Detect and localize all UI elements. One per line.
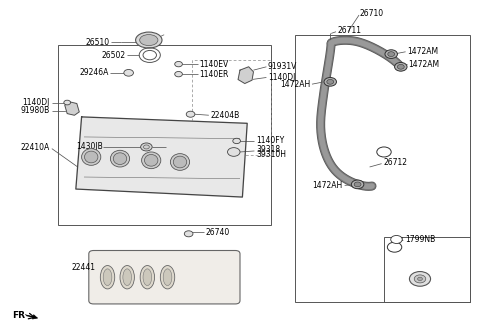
Circle shape — [184, 231, 193, 237]
Circle shape — [141, 143, 152, 151]
Bar — [295, 35, 470, 302]
Text: 22441: 22441 — [72, 264, 96, 272]
Text: 26710: 26710 — [359, 9, 383, 18]
Text: 1472AH: 1472AH — [280, 80, 310, 89]
Bar — [384, 237, 470, 302]
Text: 1472AH: 1472AH — [312, 181, 343, 190]
Ellipse shape — [170, 154, 190, 170]
Text: 26712: 26712 — [383, 159, 407, 167]
Text: 1472AM: 1472AM — [408, 60, 440, 68]
Circle shape — [324, 77, 336, 86]
Text: 22410A: 22410A — [21, 143, 50, 152]
Circle shape — [397, 64, 404, 69]
Circle shape — [124, 69, 133, 76]
Text: 91931V: 91931V — [268, 62, 297, 71]
Text: 26502: 26502 — [102, 51, 126, 59]
Polygon shape — [76, 117, 247, 197]
Text: 39318: 39318 — [256, 145, 280, 154]
Circle shape — [175, 61, 182, 67]
Circle shape — [388, 52, 395, 56]
Circle shape — [64, 100, 71, 105]
Text: 1140DJ: 1140DJ — [23, 98, 50, 107]
Circle shape — [354, 182, 361, 187]
Circle shape — [409, 272, 431, 286]
Circle shape — [414, 275, 426, 283]
Text: 26711: 26711 — [337, 26, 361, 34]
Circle shape — [418, 277, 422, 281]
Circle shape — [186, 111, 195, 117]
Circle shape — [391, 235, 402, 243]
Text: 39310H: 39310H — [256, 150, 286, 159]
Circle shape — [351, 180, 364, 189]
Polygon shape — [65, 102, 79, 115]
Text: 1472AM: 1472AM — [407, 47, 438, 56]
Ellipse shape — [140, 35, 158, 46]
Ellipse shape — [113, 153, 127, 165]
Ellipse shape — [142, 152, 161, 169]
Ellipse shape — [136, 32, 162, 48]
Circle shape — [385, 50, 397, 58]
Text: 1140ER: 1140ER — [200, 70, 229, 78]
Text: 1140DJ: 1140DJ — [268, 73, 295, 82]
FancyBboxPatch shape — [89, 250, 240, 304]
Circle shape — [233, 138, 240, 144]
Text: 26510: 26510 — [85, 38, 109, 46]
Ellipse shape — [100, 266, 115, 289]
Circle shape — [327, 79, 334, 84]
Text: 1: 1 — [382, 149, 386, 155]
Circle shape — [395, 62, 407, 71]
Polygon shape — [238, 67, 253, 84]
Ellipse shape — [173, 156, 187, 168]
Ellipse shape — [84, 151, 98, 163]
Text: 22404B: 22404B — [210, 111, 240, 120]
Ellipse shape — [160, 266, 175, 289]
Ellipse shape — [103, 269, 112, 286]
Ellipse shape — [144, 154, 158, 166]
Ellipse shape — [123, 269, 132, 286]
Text: FR: FR — [12, 311, 25, 320]
Text: 1140FY: 1140FY — [256, 137, 285, 145]
Circle shape — [387, 242, 402, 252]
Text: 29246A: 29246A — [79, 68, 108, 77]
Text: 1140EV: 1140EV — [200, 60, 229, 68]
Ellipse shape — [143, 269, 152, 286]
Circle shape — [377, 147, 391, 157]
Text: 1430JB: 1430JB — [76, 143, 103, 151]
Text: 26740: 26740 — [205, 228, 230, 236]
Text: 1: 1 — [392, 244, 397, 250]
Ellipse shape — [163, 269, 172, 286]
Text: 1799NB: 1799NB — [406, 235, 436, 244]
Text: 1: 1 — [399, 237, 403, 242]
Circle shape — [228, 148, 240, 156]
Text: 91980B: 91980B — [21, 107, 50, 115]
Ellipse shape — [82, 149, 101, 165]
Ellipse shape — [120, 266, 134, 289]
Bar — [58, 45, 271, 225]
Ellipse shape — [140, 266, 155, 289]
Circle shape — [175, 71, 182, 77]
Text: 1: 1 — [395, 237, 398, 242]
Bar — [192, 60, 271, 155]
Ellipse shape — [110, 150, 130, 167]
